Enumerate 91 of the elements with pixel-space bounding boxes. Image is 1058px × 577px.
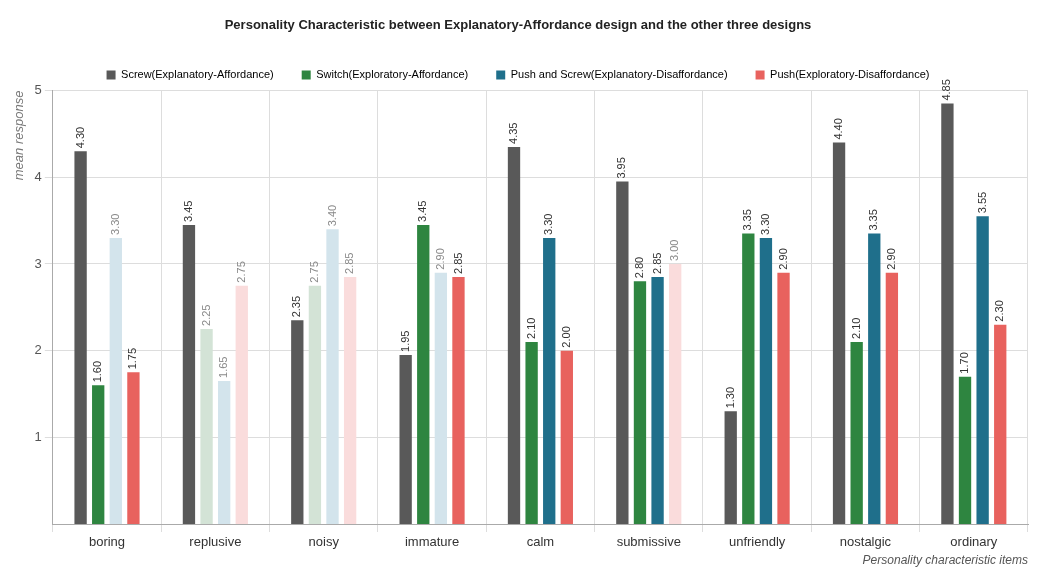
data-label: 3.95 [615, 157, 628, 179]
bar [127, 372, 140, 524]
data-label: 3.30 [108, 213, 121, 235]
bar [92, 385, 105, 524]
x-tick-label: ordinary [950, 534, 998, 550]
x-axis-title: Personality characteristic items [862, 553, 1028, 568]
data-label: 3.45 [416, 200, 429, 222]
x-tick-label: calm [526, 534, 555, 550]
data-label: 2.30 [993, 300, 1006, 322]
data-label: 2.90 [776, 248, 789, 270]
data-label: 3.35 [867, 209, 880, 231]
data-label: 4.85 [940, 79, 953, 101]
data-label: 3.30 [542, 213, 555, 235]
data-label: 2.85 [343, 252, 356, 274]
bar [941, 103, 954, 524]
data-label: 4.40 [832, 118, 845, 140]
bar [651, 276, 664, 524]
data-label: 2.85 [650, 252, 663, 274]
bar [994, 324, 1007, 524]
x-tick-label: immature [404, 534, 460, 550]
data-label: 2.80 [632, 256, 645, 279]
chart-title: Personality Characteristic between Explanatory-Affordance design and the other three designs [224, 17, 812, 33]
bar [507, 146, 521, 524]
data-label: 2.75 [234, 261, 247, 283]
bar [235, 285, 248, 524]
data-label: 1.95 [398, 330, 411, 352]
bar [109, 237, 122, 524]
x-tick-label: unfriendly [728, 534, 786, 550]
x-tick-label: noisy [308, 534, 340, 550]
data-label: 2.90 [433, 248, 446, 270]
data-label: 2.25 [199, 304, 212, 326]
bar [850, 341, 863, 524]
data-label: 2.90 [884, 248, 897, 270]
bar [742, 233, 755, 524]
bar [958, 376, 972, 524]
bar [417, 224, 430, 524]
data-label: 2.00 [559, 326, 572, 348]
data-label: 1.30 [723, 386, 736, 409]
bar [218, 380, 231, 524]
y-tick-label: 4 [34, 168, 42, 184]
x-tick-label: submissive [616, 534, 681, 550]
legend-label: Push(Exploratory-Disaffordance) [770, 68, 930, 81]
bar [182, 224, 196, 524]
bar [669, 263, 682, 524]
bar [74, 151, 87, 524]
bar [560, 350, 573, 524]
data-label: 3.35 [741, 209, 754, 231]
y-tick-label: 5 [34, 82, 42, 98]
bar [777, 272, 790, 524]
legend-label: Screw(Explanatory-Affordance) [121, 68, 274, 81]
bar [434, 272, 448, 524]
bar [633, 281, 647, 524]
bar [724, 411, 737, 524]
y-tick-label: 2 [34, 342, 42, 358]
y-axis-title: mean response [11, 90, 27, 181]
data-label: 2.75 [307, 261, 320, 283]
bar [343, 276, 357, 524]
bar [868, 233, 881, 524]
legend-label: Switch(Exploratory-Affordance) [316, 68, 469, 81]
bar [976, 216, 989, 524]
data-label: 2.85 [451, 252, 464, 274]
legend-label: Push and Screw(Explanatory-Disaffordance) [510, 68, 728, 81]
y-tick-label: 1 [34, 428, 42, 444]
data-label: 2.35 [290, 295, 303, 318]
bar [543, 237, 556, 524]
bar [616, 181, 629, 524]
data-label: 3.40 [325, 204, 338, 227]
data-label: 2.10 [849, 317, 862, 339]
data-label: 1.60 [91, 360, 104, 383]
bar [291, 320, 304, 524]
data-label: 4.35 [507, 122, 520, 144]
x-tick-label: boring [88, 534, 126, 550]
data-label: 2.10 [524, 317, 537, 339]
data-label: 3.55 [975, 191, 988, 214]
bar [525, 341, 538, 524]
y-tick-label: 3 [34, 255, 42, 271]
bar [399, 354, 412, 524]
data-label: 3.30 [758, 213, 771, 235]
bar [452, 276, 465, 524]
bar [326, 229, 339, 524]
bar [832, 142, 846, 524]
data-label: 4.30 [73, 126, 86, 149]
x-tick-label: replusive [189, 534, 242, 550]
data-label: 3.45 [181, 200, 194, 222]
data-label: 1.75 [126, 347, 139, 370]
x-tick-label: nostalgic [839, 534, 892, 550]
data-label: 3.00 [668, 239, 681, 261]
data-label: 1.70 [958, 352, 971, 374]
data-label: 1.65 [217, 356, 230, 378]
bar [759, 237, 773, 524]
bar [885, 272, 899, 524]
